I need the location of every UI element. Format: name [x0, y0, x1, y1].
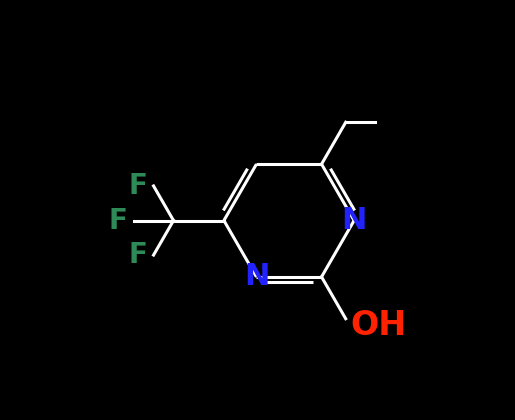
Text: OH: OH	[350, 309, 406, 341]
Text: F: F	[109, 207, 127, 234]
Text: F: F	[128, 241, 147, 269]
Text: N: N	[244, 262, 269, 291]
Text: F: F	[128, 172, 147, 200]
Text: N: N	[341, 206, 367, 235]
